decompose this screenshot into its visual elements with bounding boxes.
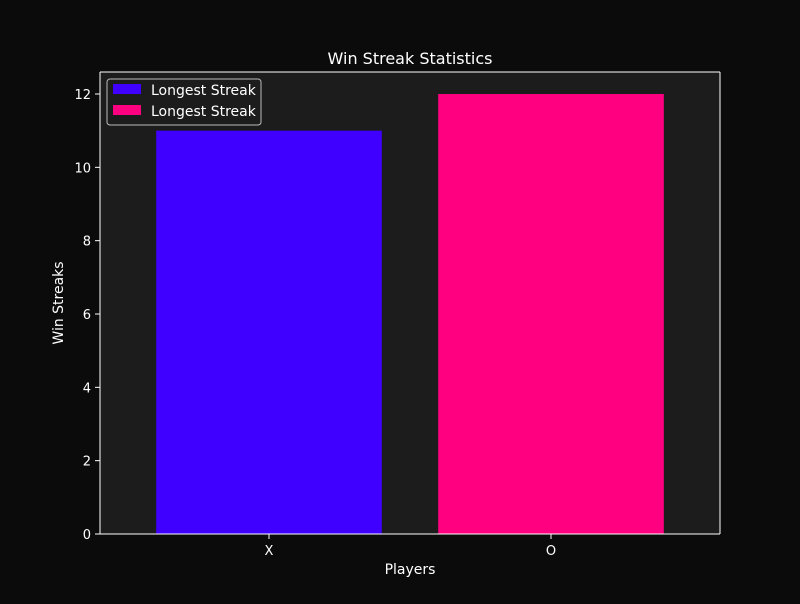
y-tick-label: 0 (83, 528, 91, 543)
bar-o (438, 94, 664, 534)
x-tick-label: O (546, 544, 556, 559)
y-tick-label: 6 (83, 308, 91, 323)
y-tick-label: 12 (74, 88, 91, 103)
legend-label-x: Longest Streak (151, 83, 257, 99)
y-tick-label: 4 (83, 381, 91, 396)
legend-swatch-o (113, 105, 141, 115)
y-axis-label: Win Streaks (51, 261, 67, 344)
y-tick-label: 10 (74, 161, 91, 176)
bar-x (156, 130, 382, 534)
y-axis-ticks: 0 2 4 6 8 10 12 (74, 88, 100, 543)
axes-frame (99, 71, 721, 535)
legend-box (106, 78, 262, 126)
y-tick-label: 8 (83, 235, 91, 250)
bars-group (156, 94, 664, 534)
legend-label-o: Longest Streak (151, 104, 257, 120)
x-tick-label: X (265, 544, 274, 559)
chart-title: Win Streak Statistics (328, 49, 493, 68)
legend: Longest Streak Longest Streak (106, 78, 262, 126)
x-axis-label: Players (385, 562, 436, 578)
y-tick-label: 2 (83, 455, 91, 470)
legend-swatch-x (113, 84, 141, 94)
